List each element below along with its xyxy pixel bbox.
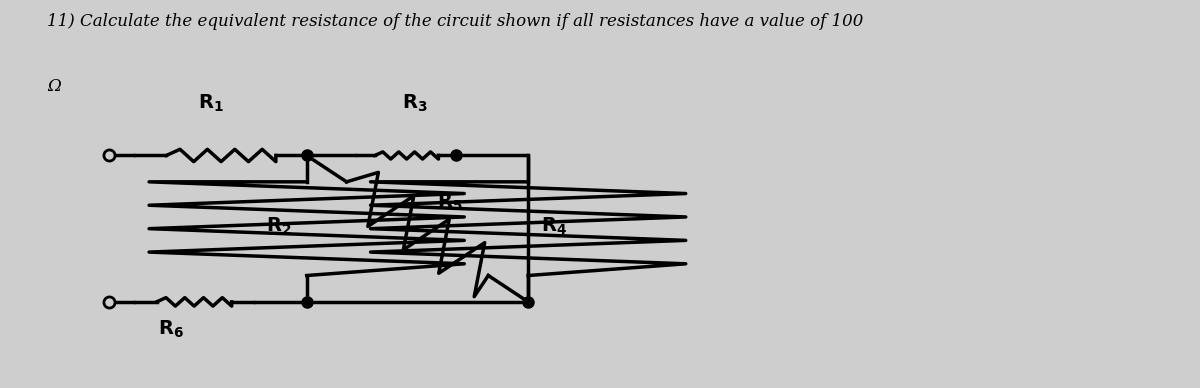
Text: 11) Calculate the equivalent resistance of the circuit shown if all resistances : 11) Calculate the equivalent resistance … [47,13,863,30]
Text: $\mathbf{R_5}$: $\mathbf{R_5}$ [438,192,463,213]
Text: $\mathbf{R_4}$: $\mathbf{R_4}$ [541,216,568,237]
Text: Ω: Ω [47,78,61,95]
Text: $\mathbf{R_1}$: $\mathbf{R_1}$ [198,93,224,114]
Text: $\mathbf{R_6}$: $\mathbf{R_6}$ [158,319,185,340]
Text: $\mathbf{R_3}$: $\mathbf{R_3}$ [402,93,427,114]
Text: $\mathbf{R_2}$: $\mathbf{R_2}$ [266,216,292,237]
